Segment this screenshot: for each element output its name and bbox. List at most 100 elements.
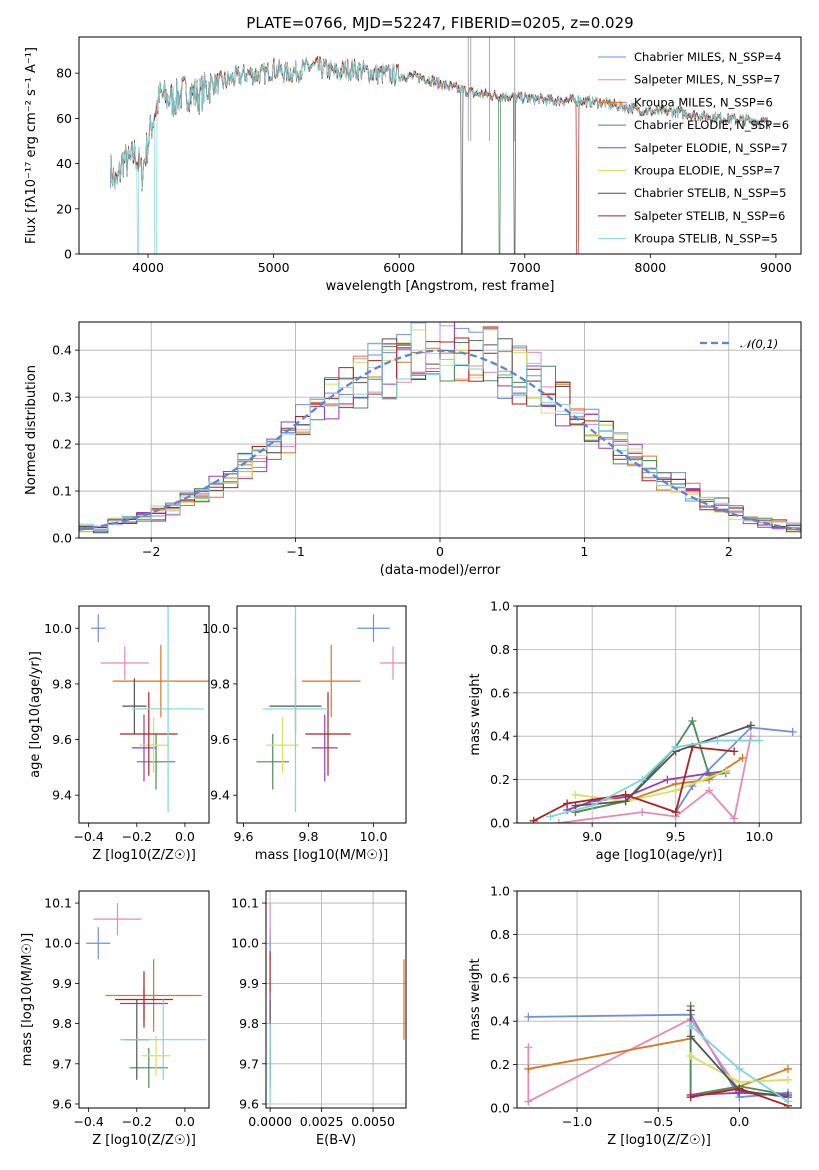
series-marker	[546, 812, 555, 821]
chart-spectrum: 4000 5000 6000 7000 8000 9000 0 20 40 60 80 wavelen…	[24, 14, 802, 294]
x-tick-label: 9.6	[234, 829, 254, 844]
y-tick-label: 9.9	[239, 976, 259, 991]
series-marker	[784, 1097, 793, 1106]
legend-label: Kroupa ELODIE, N_SSP=7	[634, 164, 780, 178]
legend-label: Salpeter ELODIE, N_SSP=7	[634, 141, 788, 155]
legend-label: Kroupa STELIB, N_SSP=5	[634, 232, 778, 246]
x-tick-label: −1.0	[562, 1114, 592, 1129]
series-marker	[788, 727, 797, 736]
chart-mass-vs-ebv: 0.0000 0.0025 0.0050 9.6 9.7 9.8 9.9 10.0 10.1 E(…	[231, 890, 407, 1148]
series-line	[575, 724, 752, 807]
series-marker	[738, 753, 747, 762]
y-tick-label: 9.6	[210, 732, 230, 747]
y-tick-label: 9.9	[52, 976, 72, 991]
data-point	[305, 692, 351, 776]
chart-residuals: −2 −1 0 1 2 0.0 0.1 0.2 0.3 0.4 (data-model)/error…	[24, 321, 802, 578]
y-tick-label: 1.0	[490, 599, 510, 614]
data-point	[139, 717, 169, 773]
y-tick-label: 10.0	[44, 936, 72, 951]
x-axis-label: Z [log10(Z/Z☉)]	[607, 1133, 711, 1148]
series-line	[674, 726, 793, 813]
series-marker	[735, 1084, 744, 1093]
chart-title: PLATE=0766, MJD=52247, FIBERID=0205, z=0…	[246, 14, 633, 32]
y-tick-label: 0.8	[490, 927, 510, 942]
series-line	[550, 739, 760, 818]
y-tick-label: 9.8	[52, 1016, 72, 1031]
x-tick-label: −0.4	[73, 829, 103, 844]
y-tick-label: 9.4	[210, 788, 230, 803]
series-marker	[638, 775, 647, 784]
series-marker	[686, 1006, 695, 1015]
y-tick-label: 10.0	[202, 621, 230, 636]
series-line	[689, 1006, 789, 1097]
data-point	[93, 903, 142, 936]
data-point	[115, 971, 173, 1028]
y-tick-label: 0.0	[490, 816, 510, 831]
y-axis-label: mass weight	[468, 958, 483, 1040]
data-point	[105, 959, 202, 1032]
y-tick-label: 9.8	[52, 676, 72, 691]
series-marker	[686, 1032, 695, 1041]
data-point	[263, 606, 328, 812]
x-tick-label: 9000	[760, 260, 792, 275]
x-tick-label: 0.0	[729, 1114, 749, 1129]
axes-frame	[236, 605, 407, 824]
x-tick-label: 0.0025	[300, 1114, 344, 1129]
y-axis-label: Flux [fλ10⁻¹⁷ erg cm⁻² s⁻¹ A⁻¹]	[24, 47, 39, 244]
plot-area	[110, 37, 770, 254]
y-tick-label: 0.6	[490, 685, 510, 700]
data-point	[91, 614, 106, 643]
y-tick-label: 9.6	[52, 1096, 72, 1111]
data-point	[380, 646, 406, 680]
series-marker	[524, 1043, 533, 1052]
y-tick-label: 60	[56, 111, 72, 126]
y-tick-label: 10.1	[231, 896, 259, 911]
x-tick-label: 5000	[258, 260, 290, 275]
y-tick-label: 40	[56, 156, 72, 171]
y-tick-label: 10.1	[44, 896, 72, 911]
data-point	[256, 733, 289, 790]
chart-massweight-vs-age: 9.0 9.5 10.0 0.0 0.2 0.4 0.6 0.8 1.0 age [log10(a…	[468, 599, 802, 863]
series-marker	[671, 743, 680, 752]
x-axis-label: Z [log10(Z/Z☉)]	[92, 1133, 196, 1148]
y-tick-label: 0.2	[490, 772, 510, 787]
series-marker	[621, 790, 630, 799]
x-axis-label: age [log10(age/yr)]	[596, 848, 723, 863]
y-tick-label: 9.8	[239, 1016, 259, 1031]
y-tick-label: 0.4	[490, 729, 510, 744]
series-marker	[686, 1093, 695, 1102]
series-marker	[721, 766, 730, 775]
x-tick-label: 0.0050	[351, 1114, 395, 1129]
plot-area	[91, 606, 209, 812]
data-point	[122, 678, 147, 734]
x-tick-label: 0.0	[175, 1114, 195, 1129]
x-tick-label: 2	[725, 544, 733, 559]
legend-label: 𝒩(0,1)	[740, 337, 778, 351]
axes-frame	[78, 605, 210, 824]
data-point	[119, 692, 178, 776]
legend-label: Chabrier ELODIE, N_SSP=6	[634, 118, 789, 132]
series-marker	[730, 814, 739, 823]
y-tick-label: 0.6	[490, 970, 510, 985]
y-tick-label: 9.4	[52, 788, 72, 803]
data-point	[311, 714, 338, 782]
y-tick-label: 9.7	[52, 1056, 72, 1071]
x-tick-label: 9.5	[666, 829, 686, 844]
spectrum-line	[110, 57, 770, 254]
series-marker	[571, 790, 580, 799]
data-point	[136, 733, 176, 790]
y-tick-label: 80	[56, 66, 72, 81]
chart-massweight-vs-Z: −1.0 −0.5 0.0 0.0 0.2 0.4 0.6 0.8 1.0 Z [log10(Z/…	[468, 884, 802, 1148]
y-tick-label: 20	[56, 201, 72, 216]
x-tick-label: 7000	[509, 260, 541, 275]
x-tick-label: 0.0	[175, 829, 195, 844]
legend-label: Salpeter STELIB, N_SSP=6	[634, 209, 785, 223]
x-tick-label: 0.0000	[248, 1114, 292, 1129]
x-tick-label: −0.2	[122, 829, 152, 844]
x-tick-label: 10.0	[360, 829, 388, 844]
y-tick-label: 1.0	[490, 884, 510, 899]
y-tick-label: 9.8	[210, 676, 230, 691]
y-tick-label: 0	[64, 247, 72, 262]
y-tick-label: 9.6	[239, 1096, 259, 1111]
series-marker	[524, 1012, 533, 1021]
